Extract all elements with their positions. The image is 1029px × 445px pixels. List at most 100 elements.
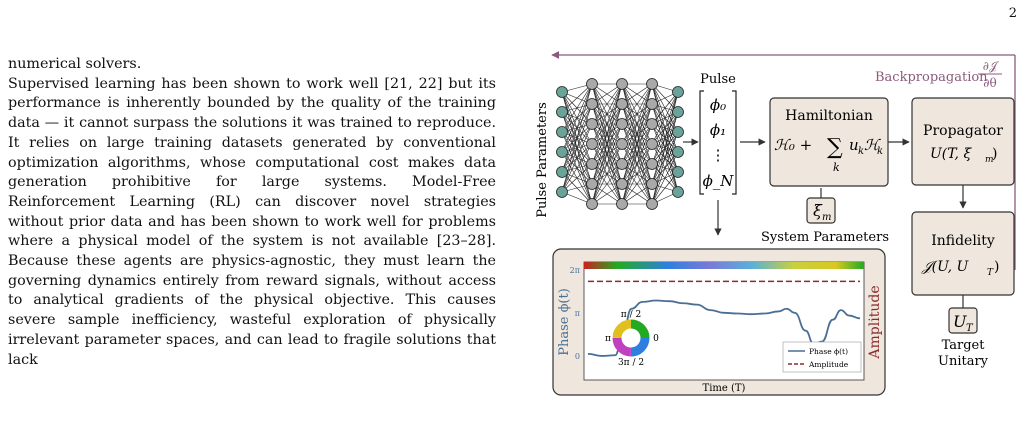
nn-node-layer-4 (672, 186, 684, 198)
nn-node-layer-3 (646, 78, 658, 90)
nn-edge (621, 103, 653, 205)
nn-edge (591, 83, 623, 165)
nn-edge (651, 131, 679, 205)
nn-node-layer-4 (672, 86, 684, 98)
nn-edge (651, 91, 679, 125)
backprop-frac-den: ∂θ (983, 76, 996, 90)
nn-edge (591, 83, 623, 105)
nn-edge (561, 103, 593, 193)
target-sub: T (966, 323, 974, 334)
nn-node-layer-3 (646, 158, 658, 170)
inset-ylabel-right: Amplitude (867, 285, 883, 359)
wheel-label-bottom: 3π / 2 (618, 358, 644, 368)
infidelity-box (911, 211, 1015, 296)
hamiltonian-sum-index: k (833, 161, 840, 174)
nn-node-layer-3 (646, 178, 658, 190)
nn-edge (561, 163, 593, 193)
hamiltonian-sum: ∑ (827, 135, 843, 160)
nn-node-layer-2 (616, 98, 628, 110)
nn-edge (591, 103, 623, 205)
pulse-label: Pulse (700, 72, 736, 87)
nn-edge (651, 91, 679, 185)
nn-edge (621, 163, 653, 205)
backpropagation-arrow (551, 51, 1016, 270)
propagator-title: Propagator (923, 123, 1003, 139)
nn-edge (561, 123, 593, 193)
nn-edge (651, 91, 679, 145)
ytick-pi: π (575, 309, 580, 318)
paragraph-supervised-learning: Supervised learning has been shown to wo… (8, 75, 496, 368)
target-symbol: U (953, 312, 967, 331)
nn-edge (621, 83, 653, 145)
wheel-label-top: π / 2 (621, 310, 641, 320)
hamiltonian-h: ℋ (864, 136, 881, 154)
infidelity-expr: 𝒥(U, U (921, 259, 970, 275)
series-phase-line (587, 299, 861, 357)
propagator-box (911, 97, 1015, 186)
hamiltonian-h-sub: k (877, 146, 883, 157)
propagator-expr-sub: m (985, 155, 994, 165)
nn-node-layer-2 (616, 198, 628, 210)
inset-xlabel: Time (T) (703, 383, 746, 394)
nn-node-layer-4 (672, 166, 684, 178)
target-label-1: Target (942, 338, 986, 353)
nn-edge (591, 143, 623, 205)
figure-pipeline: Backpropagation ∂𝒥 ∂θ Pulse Parameters P… (535, 51, 1016, 396)
nn-edge (621, 123, 653, 205)
legend-phase-label: Phase ϕ(t) (809, 347, 848, 356)
nn-node-layer-1 (586, 158, 598, 170)
inset-ylabel: Phase ϕ(t) (557, 288, 572, 356)
nn-node-layer-4 (672, 146, 684, 158)
nn-node-layer-3 (646, 198, 658, 210)
nn-node-layer-0 (556, 186, 568, 198)
infidelity-title: Infidelity (931, 233, 995, 249)
nn-node-layer-0 (556, 166, 568, 178)
pulse-vdots: ⋮ (711, 146, 726, 164)
nn-edge (621, 83, 653, 125)
system-param-box (806, 197, 836, 224)
nn-node-layer-1 (586, 98, 598, 110)
target-box (948, 307, 978, 334)
nn-edge (651, 111, 679, 205)
nn-node-layer-0 (556, 126, 568, 138)
nn-node-layer-3 (646, 98, 658, 110)
phase-colorbar (584, 262, 864, 269)
nn-node-layer-0 (556, 146, 568, 158)
infidelity-expr-end: ) (994, 259, 999, 275)
propagator-expr-end: ) (992, 146, 997, 162)
wheel-label-right: 0 (653, 334, 659, 344)
nn-node-layer-4 (672, 106, 684, 118)
nn-edge (621, 83, 653, 165)
nn-node-layer-1 (586, 138, 598, 150)
target-label-2: Unitary (938, 354, 989, 369)
nn-edge (621, 83, 653, 185)
pulse-phi-1: ϕ₁ (710, 121, 726, 139)
nn-input-label: Pulse Parameters (535, 102, 550, 217)
nn-edge (561, 83, 593, 153)
nn-edge (621, 143, 653, 205)
nn-edge (591, 83, 623, 125)
nn-node-layer-2 (616, 178, 628, 190)
nn-edge (591, 163, 623, 205)
nn-edge (651, 91, 679, 165)
hamiltonian-expr-a: ℋ₀ + (774, 136, 812, 154)
nn-edge (591, 83, 623, 185)
nn-node-layer-4 (672, 126, 684, 138)
nn-node-layer-2 (616, 138, 628, 150)
nn-edge (561, 143, 593, 193)
ytick-0: 0 (575, 352, 580, 361)
hamiltonian-u: u (849, 136, 859, 154)
nn-node-layer-1 (586, 78, 598, 90)
body-text-column: numerical solvers. Supervised learning h… (8, 55, 496, 370)
nn-edge (591, 183, 623, 205)
nn-edge (561, 83, 593, 113)
nn-node-layer-1 (586, 178, 598, 190)
propagator-expr: U(T, ξ (930, 146, 972, 162)
nn-node-layer-1 (586, 118, 598, 130)
hamiltonian-u-sub: k (858, 146, 864, 157)
legend-amplitude-label: Amplitude (808, 360, 849, 369)
infidelity-expr-sub: T (987, 268, 994, 278)
paragraph-continuation: numerical solvers. (8, 56, 142, 72)
nn-node-layer-3 (646, 118, 658, 130)
backprop-label: Backpropagation (875, 70, 988, 85)
